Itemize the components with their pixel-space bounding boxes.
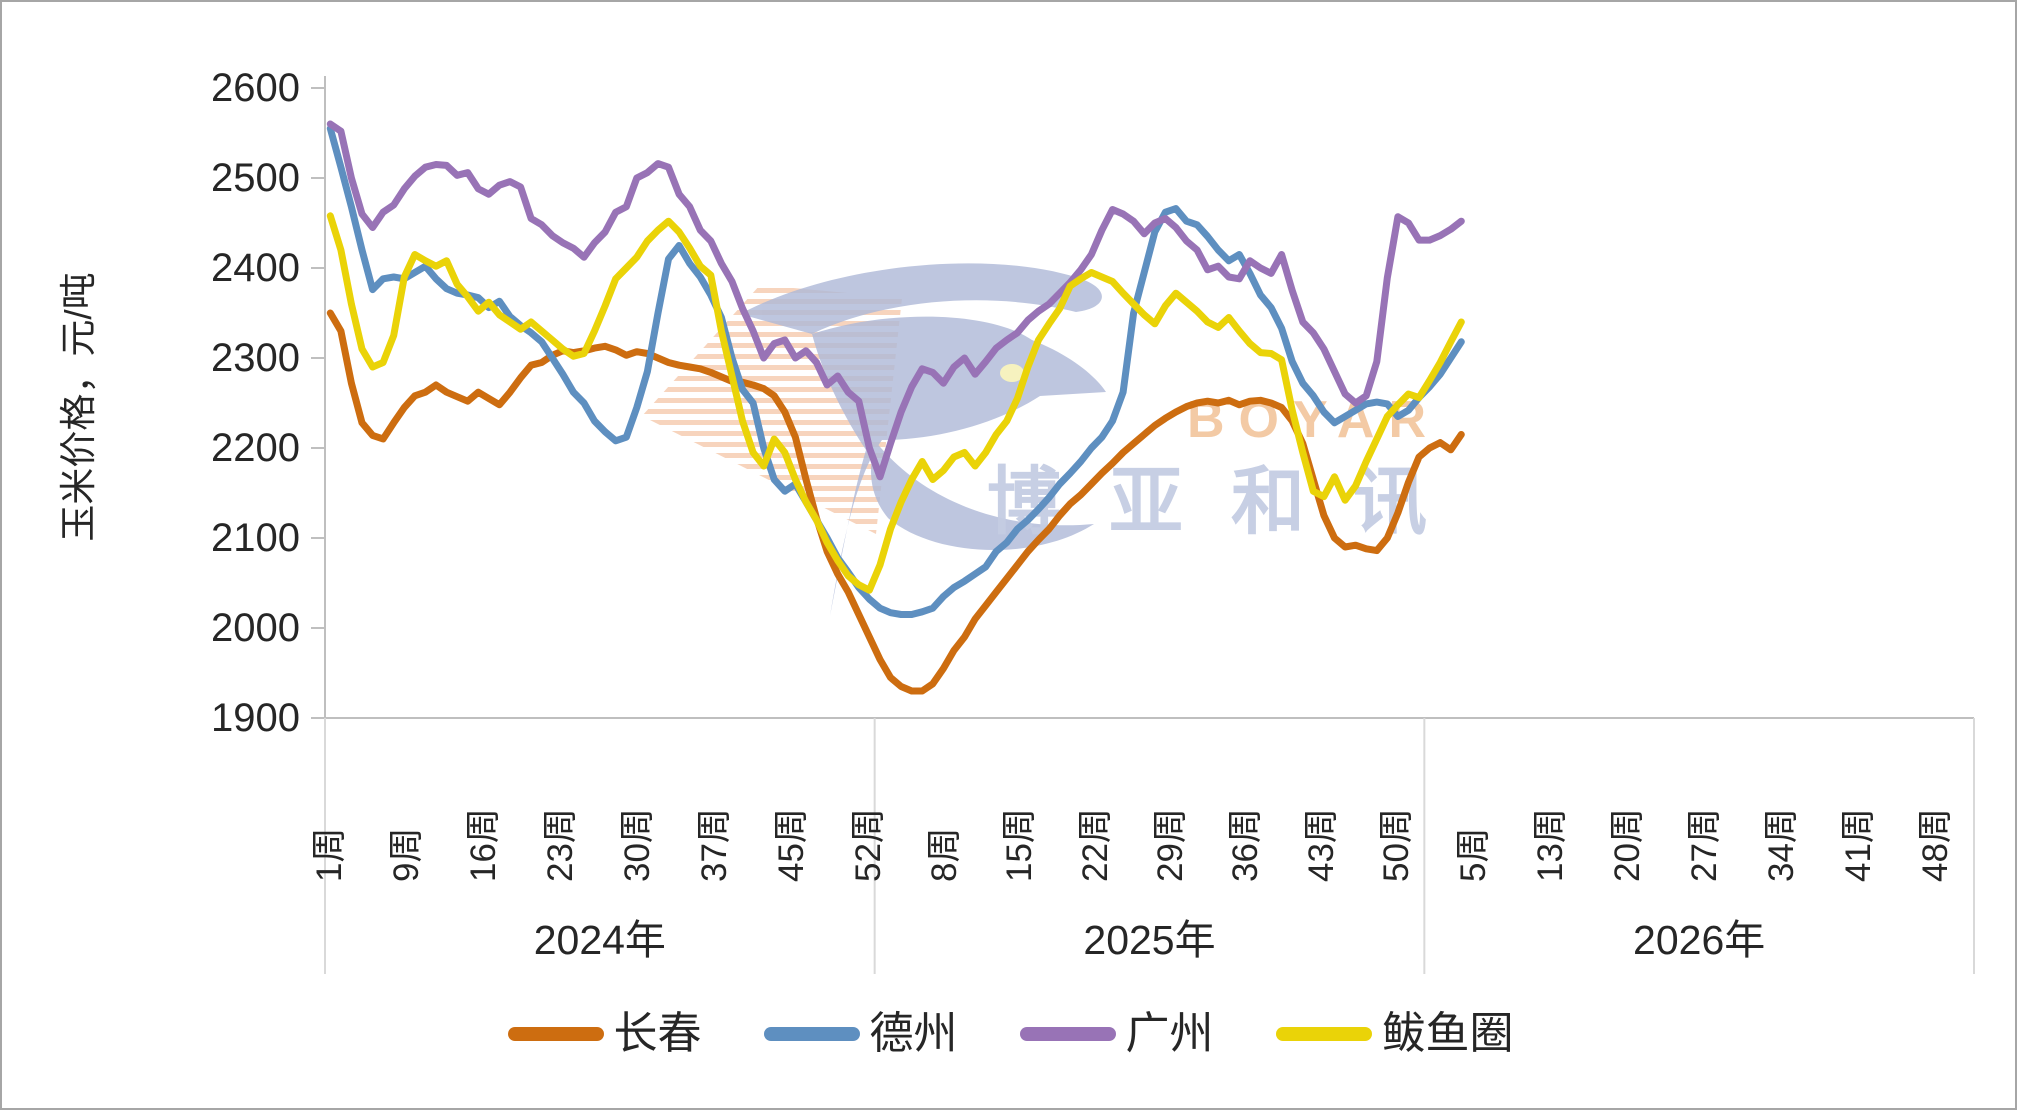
y-tick-label: 2000 (211, 606, 300, 650)
x-week-label: 8周 (925, 827, 965, 882)
series-line-鲅鱼圈[interactable] (326, 212, 1465, 594)
x-week-label: 16周 (464, 808, 504, 882)
x-week-label: 1周 (310, 827, 350, 882)
legend-item-德州[interactable]: 德州 (763, 1009, 958, 1058)
legend-swatch-icon (763, 1027, 860, 1041)
x-week-label: 9周 (387, 827, 427, 882)
x-week-label: 50周 (1377, 808, 1417, 882)
x-week-label: 36周 (1226, 808, 1266, 882)
chart-legend: 长春 德州 广州 鲅鱼圈 (2, 1009, 2015, 1058)
x-week-label: 29周 (1150, 808, 1190, 882)
x-week-label: 45周 (772, 808, 812, 882)
y-tick-label: 2300 (211, 336, 300, 380)
x-week-label: 41周 (1838, 808, 1878, 882)
x-week-label: 13周 (1530, 808, 1570, 882)
x-year-label: 2024年 (533, 917, 666, 963)
legend-item-长春[interactable]: 长春 (507, 1009, 702, 1058)
watermark-bird-icon (740, 263, 1106, 616)
x-week-label: 43周 (1302, 808, 1342, 882)
y-tick-label: 1900 (211, 696, 300, 740)
watermark-text-chinese: 博亚和讯 (987, 460, 1475, 543)
x-week-label: 23周 (541, 808, 581, 882)
x-week-label: 5周 (1453, 827, 1493, 882)
x-week-label: 52周 (849, 808, 889, 882)
legend-label: 长春 (613, 1009, 702, 1058)
legend-swatch-icon (1275, 1027, 1372, 1041)
x-year-label: 2026年 (1633, 917, 1766, 963)
x-week-label: 27周 (1684, 808, 1724, 882)
y-tick-label: 2400 (211, 246, 300, 290)
x-week-label: 30周 (618, 808, 658, 882)
x-week-label: 15周 (1000, 808, 1040, 882)
series-line-德州[interactable] (326, 125, 1465, 618)
y-tick-label: 2100 (211, 516, 300, 560)
y-tick-label: 2500 (211, 156, 300, 200)
x-week-label: 34周 (1761, 808, 1801, 882)
x-week-label: 22周 (1075, 808, 1115, 882)
legend-swatch-icon (507, 1027, 604, 1041)
x-week-label: 37周 (695, 808, 735, 882)
legend-label: 鲅鱼圈 (1381, 1009, 1514, 1058)
y-tick-label: 2600 (211, 66, 300, 110)
x-week-label: 48周 (1915, 808, 1955, 882)
legend-swatch-icon (1019, 1027, 1116, 1041)
y-tick-label: 2200 (211, 426, 300, 470)
x-week-label: 20周 (1607, 808, 1647, 882)
x-year-label: 2025年 (1083, 917, 1216, 963)
legend-label: 德州 (869, 1009, 958, 1058)
legend-label: 广州 (1125, 1009, 1214, 1058)
series-line-长春[interactable] (326, 309, 1465, 695)
legend-item-鲅鱼圈[interactable]: 鲅鱼圈 (1275, 1009, 1514, 1058)
y-axis-title: 玉米价格，元/吨 (58, 272, 99, 542)
series-line-广州[interactable] (326, 120, 1465, 481)
legend-item-广州[interactable]: 广州 (1019, 1009, 1214, 1058)
